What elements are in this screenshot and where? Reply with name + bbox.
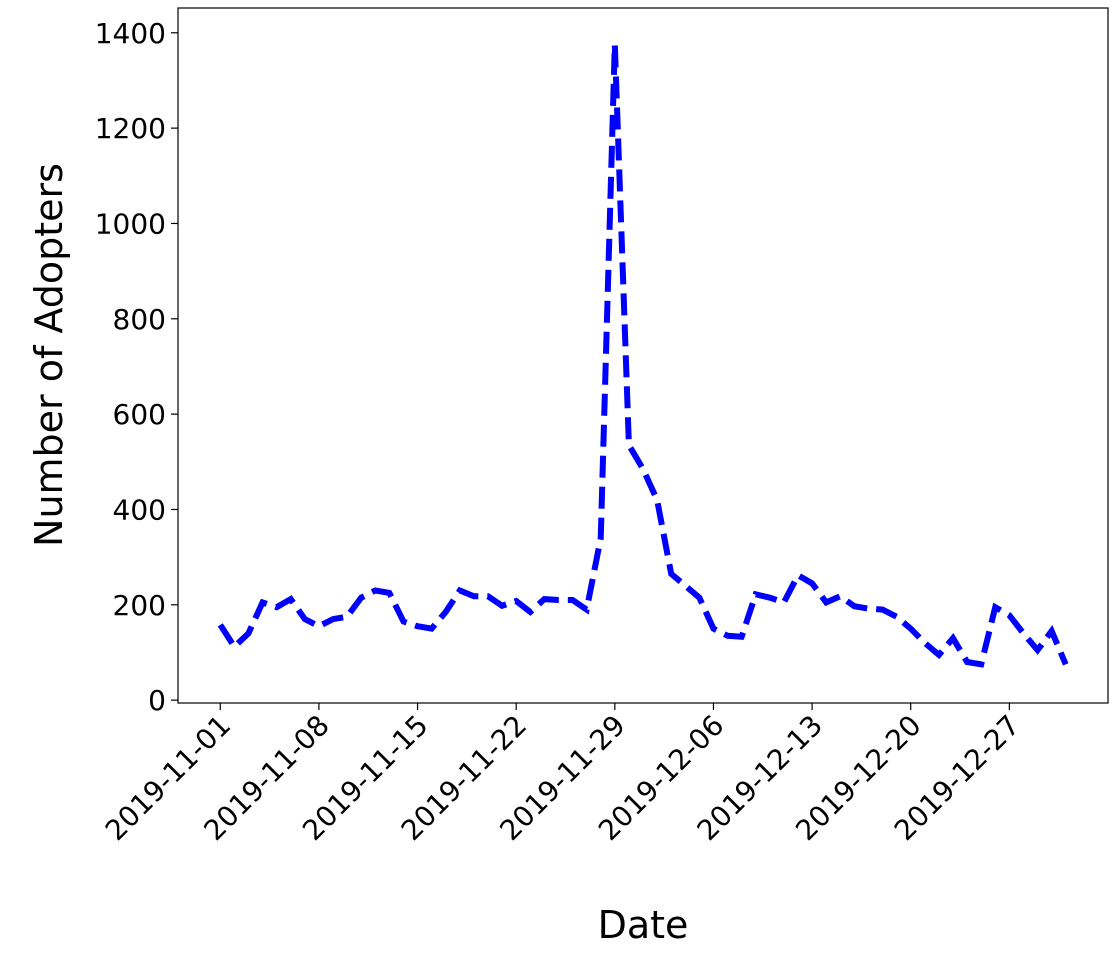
y-tick-label: 1200 (95, 112, 166, 145)
plot-area (177, 7, 1109, 704)
y-tick-label: 400 (113, 493, 166, 526)
y-tick-label: 800 (113, 303, 166, 336)
y-tick-label: 200 (113, 589, 166, 622)
y-tick-label: 600 (113, 398, 166, 431)
y-tick-label: 0 (148, 684, 166, 717)
x-axis-label: Date (598, 903, 689, 947)
data-line (217, 44, 1069, 668)
y-tick-label: 1000 (95, 207, 166, 240)
y-axis-label: Number of Adopters (27, 163, 71, 547)
y-tick-label: 1400 (95, 17, 166, 50)
